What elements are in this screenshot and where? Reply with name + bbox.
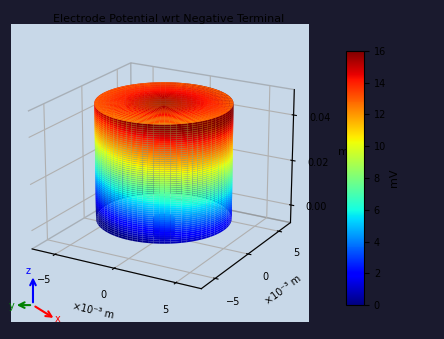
Y-axis label: mV: mV — [389, 169, 399, 187]
Text: y: y — [9, 301, 15, 311]
Y-axis label: ×10⁻³ m: ×10⁻³ m — [263, 273, 303, 306]
Text: Electrode Potential wrt Negative Terminal: Electrode Potential wrt Negative Termina… — [53, 14, 284, 23]
Text: z: z — [26, 265, 31, 276]
Text: x: x — [55, 314, 60, 324]
X-axis label: ×10⁻³ m: ×10⁻³ m — [71, 301, 115, 321]
